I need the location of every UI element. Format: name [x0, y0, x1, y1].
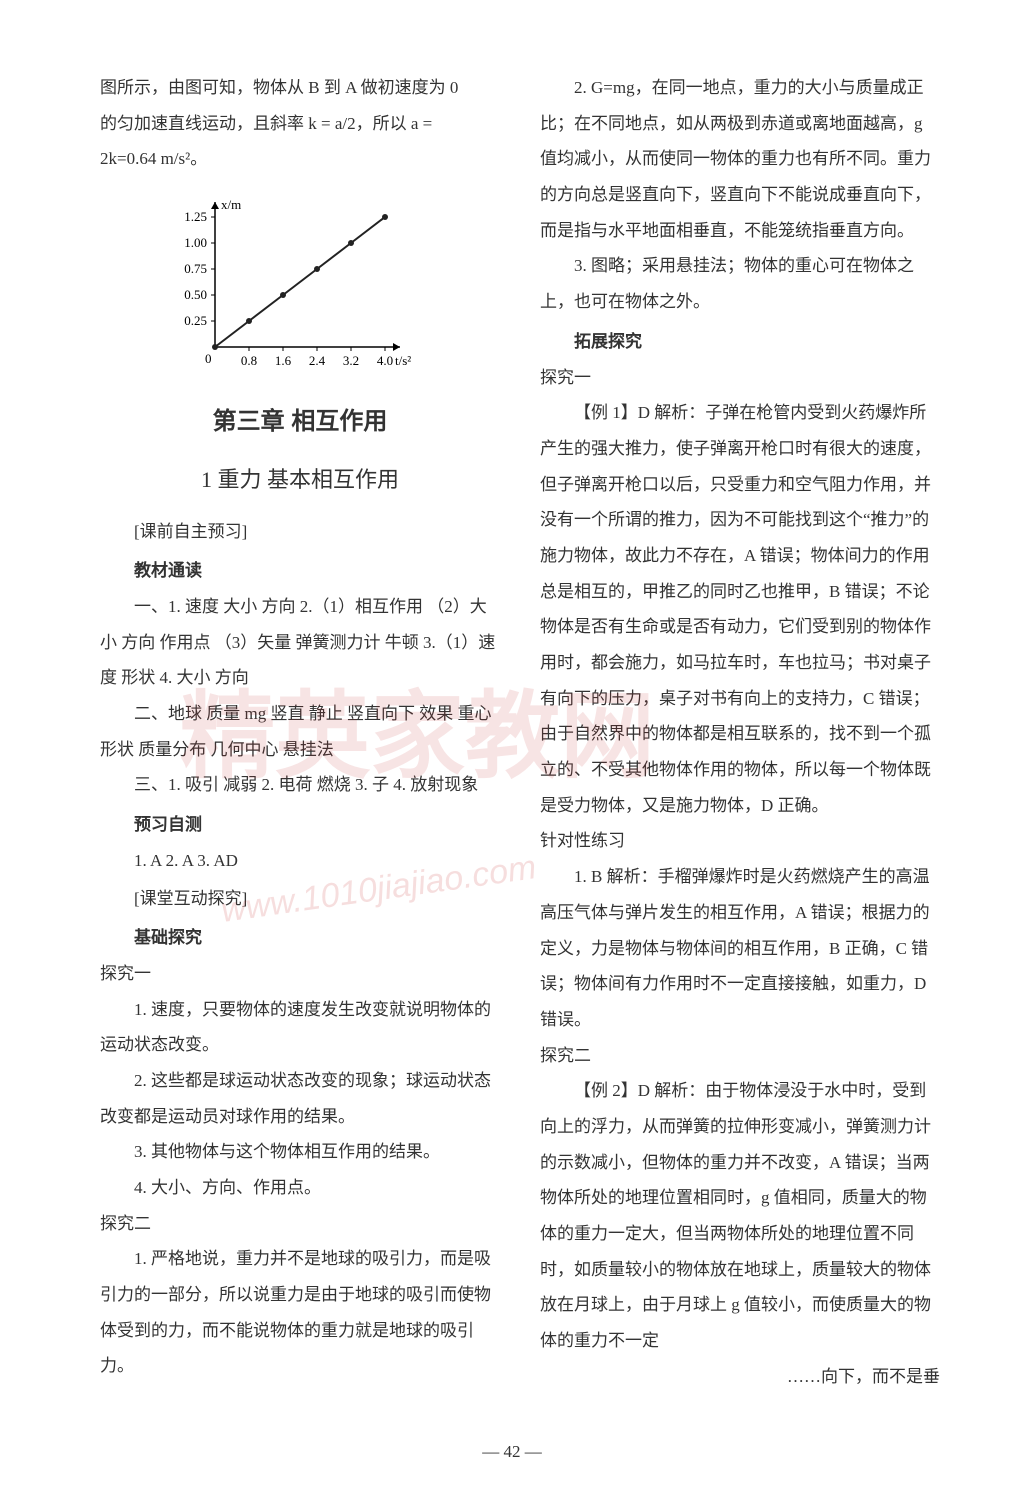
svg-text:x/m: x/m	[221, 197, 241, 212]
right-item-3: 3. 图略；采用悬挂法；物体的重心可在物体之上，也可在物体之外。	[540, 248, 940, 319]
svg-text:t/s²: t/s²	[395, 353, 411, 368]
basic-item-4: 4. 大小、方向、作用点。	[100, 1170, 500, 1206]
chart-svg: 0.8 1.6 2.4 3.2 4.0 0.25 0.50 0.75 1.00 1.25 0 t/s²…	[160, 187, 420, 377]
explore-2-heading: 探究二	[100, 1206, 500, 1242]
intro-line-3: 2k=0.64 m/s²。	[100, 141, 500, 177]
svg-text:0.8: 0.8	[241, 353, 257, 368]
reading-para-1: 一、1. 速度 大小 方向 2.（1）相互作用 （2）大小 方向 作用点 （3）…	[100, 589, 500, 696]
reading-para-2: 二、地球 质量 mg 竖直 静止 竖直向下 效果 重心 形状 质量分布 几何中心…	[100, 696, 500, 767]
basic-heading: 基础探究	[100, 920, 500, 956]
intro-line-1: 图所示，由图可知，物体从 B 到 A 做初速度为 0	[100, 70, 500, 106]
right-explore-1: 探究一	[540, 360, 940, 396]
example-2-tail: ……向下，而不是垂	[540, 1359, 940, 1395]
basic-item-3: 3. 其他物体与这个物体相互作用的结果。	[100, 1134, 500, 1170]
svg-text:0.25: 0.25	[184, 313, 207, 328]
basic-item-1: 1. 速度，只要物体的速度发生改变就说明物体的运动状态改变。	[100, 992, 500, 1063]
section-title: 1 重力 基本相互作用	[100, 457, 500, 503]
left-column: 图所示，由图可知，物体从 B 到 A 做初速度为 0 的匀加速直线运动，且斜率 …	[100, 70, 500, 1394]
svg-text:1.6: 1.6	[275, 353, 292, 368]
right-item-2: 2. G=mg，在同一地点，重力的大小与质量成正比；在不同地点，如从两极到赤道或…	[540, 70, 940, 248]
selftest-heading: 预习自测	[100, 807, 500, 843]
targeted-heading: 针对性练习	[540, 823, 940, 859]
svg-text:4.0: 4.0	[377, 353, 393, 368]
svg-text:2.4: 2.4	[309, 353, 326, 368]
targeted-item-1: 1. B 解析：手榴弹爆炸时是火药燃烧产生的高温高压气体与弹片发生的相互作用，A…	[540, 859, 940, 1037]
reading-para-3: 三、1. 吸引 减弱 2. 电荷 燃烧 3. 子 4. 放射现象	[100, 767, 500, 803]
reading-heading: 教材通读	[100, 553, 500, 589]
chapter-title: 第三章 相互作用	[100, 397, 500, 447]
page-body: 图所示，由图可知，物体从 B 到 A 做初速度为 0 的匀加速直线运动，且斜率 …	[0, 0, 1024, 1444]
svg-text:1.25: 1.25	[184, 209, 207, 224]
expand-heading: 拓展探究	[540, 324, 940, 360]
svg-text:3.2: 3.2	[343, 353, 359, 368]
example-2: 【例 2】D 解析：由于物体浸没于水中时，受到向上的浮力，从而弹簧的拉伸形变减小…	[540, 1073, 940, 1359]
example-1: 【例 1】D 解析：子弹在枪管内受到火药爆炸所产生的强大推力，使子弹离开枪口时有…	[540, 395, 940, 823]
intro-line-2: 的匀加速直线运动，且斜率 k = a/2，所以 a =	[100, 106, 500, 142]
preclass-heading: [课前自主预习]	[100, 514, 500, 550]
svg-text:0: 0	[205, 351, 212, 366]
explore-2-item-1: 1. 严格地说，重力并不是地球的吸引力，而是吸引力的一部分，所以说重力是由于地球…	[100, 1241, 500, 1384]
svg-text:1.00: 1.00	[184, 235, 207, 250]
page-number: — 42 —	[0, 1442, 1024, 1462]
svg-text:0.75: 0.75	[184, 261, 207, 276]
svg-text:0.50: 0.50	[184, 287, 207, 302]
xt-line-chart: 0.8 1.6 2.4 3.2 4.0 0.25 0.50 0.75 1.00 1.25 0 t/s²…	[160, 187, 420, 377]
right-explore-2: 探究二	[540, 1038, 940, 1074]
explore-1-heading: 探究一	[100, 956, 500, 992]
right-column: 2. G=mg，在同一地点，重力的大小与质量成正比；在不同地点，如从两极到赤道或…	[540, 70, 940, 1394]
basic-item-2: 2. 这些都是球运动状态改变的现象；球运动状态改变都是运动员对球作用的结果。	[100, 1063, 500, 1134]
